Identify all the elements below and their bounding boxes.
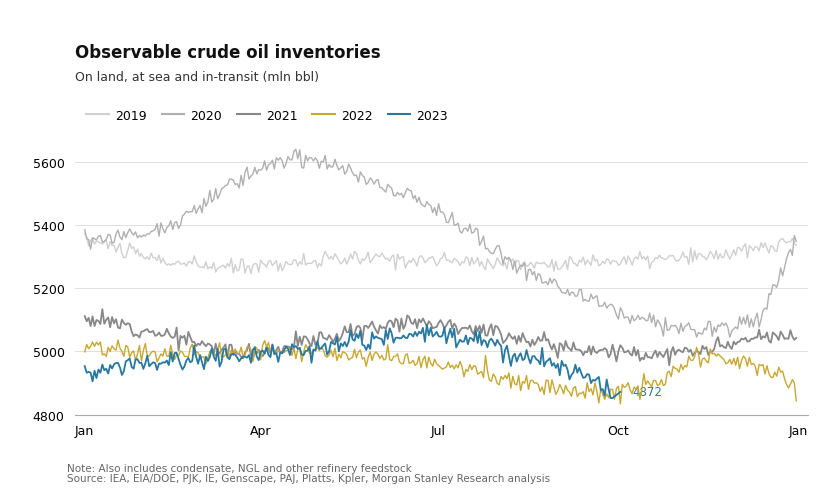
Text: Note: Also includes condensate, NGL and other refinery feedstock: Note: Also includes condensate, NGL and … [67, 464, 412, 473]
Text: Observable crude oil inventories: Observable crude oil inventories [75, 44, 381, 62]
Text: On land, at sea and in-transit (mln bbl): On land, at sea and in-transit (mln bbl) [75, 71, 319, 84]
Text: 4872: 4872 [632, 386, 662, 399]
Text: Source: IEA, EIA/DOE, PJK, IE, Genscape, PAJ, Platts, Kpler, Morgan Stanley Rese: Source: IEA, EIA/DOE, PJK, IE, Genscape,… [67, 473, 550, 483]
Legend: 2019, 2020, 2021, 2022, 2023: 2019, 2020, 2021, 2022, 2023 [82, 104, 453, 127]
